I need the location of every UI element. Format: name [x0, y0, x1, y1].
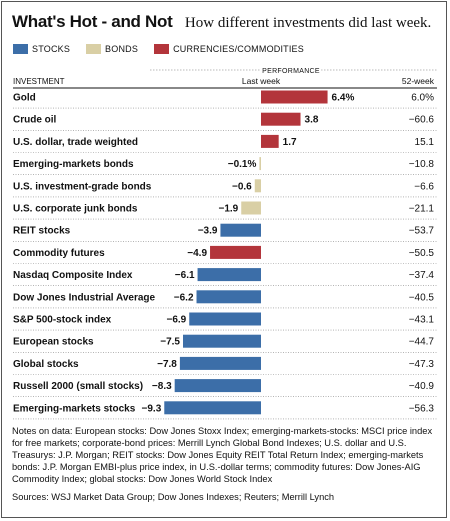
bar-european-stocks — [183, 334, 261, 348]
value-label-u-s-investment-grade-bonds: −0.6 — [232, 181, 252, 192]
bar-global-stocks — [179, 356, 261, 370]
week52-header: 52-week — [402, 76, 435, 86]
row-label-russell-2000-small-stocks: Russell 2000 (small stocks) — [13, 381, 143, 392]
row-label-dow-jones-industrial-average: Dow Jones Industrial Average — [13, 292, 156, 303]
value-label-commodity-futures: −4.9 — [187, 248, 207, 259]
week52-value-gold: 6.0% — [411, 93, 434, 104]
bar-commodity-futures — [210, 245, 261, 259]
bar-gold — [261, 90, 328, 104]
performance-header: PERFORMANCE — [262, 68, 320, 75]
chart-subtitle: How different investments did last week. — [184, 15, 432, 31]
bar-emerging-markets-bonds — [259, 157, 261, 171]
value-label-reit-stocks: −3.9 — [198, 226, 218, 237]
legend: STOCKS BONDS CURRENCIES/COMMODITIES — [13, 44, 320, 54]
bar-u-s-investment-grade-bonds — [254, 179, 261, 193]
row-label-crude-oil: Crude oil — [13, 115, 57, 126]
legend-label-stocks: STOCKS — [32, 44, 71, 54]
legend-swatch-bonds — [86, 44, 102, 54]
legend-swatch-currencies-commodities — [154, 44, 170, 54]
week52-value-reit-stocks: −53.7 — [409, 226, 435, 237]
investment-header: INVESTMENT — [13, 77, 65, 86]
week52-value-emerging-markets-bonds: −10.8 — [409, 159, 435, 170]
value-label-dow-jones-industrial-average: −6.2 — [174, 292, 194, 303]
value-label-russell-2000-small-stocks: −8.3 — [152, 381, 172, 392]
row-label-u-s-corporate-junk-bonds: U.S. corporate junk bonds — [13, 204, 138, 215]
value-label-nasdaq-composite-index: −6.1 — [175, 270, 195, 281]
value-label-gold: 6.4% — [332, 93, 355, 104]
row-label-global-stocks: Global stocks — [13, 359, 79, 370]
value-label-emerging-markets-stocks: −9.3 — [142, 403, 162, 414]
legend-label-bonds: BONDS — [105, 44, 139, 54]
row-label-reit-stocks: REIT stocks — [13, 226, 71, 237]
week52-value-european-stocks: −44.7 — [409, 337, 435, 348]
notes-text: Notes on data: European stocks: Dow Jone… — [12, 426, 433, 484]
week52-value-emerging-markets-stocks: −56.3 — [409, 403, 435, 414]
value-label-global-stocks: −7.8 — [157, 359, 177, 370]
bar-russell-2000-small-stocks — [174, 379, 261, 393]
chart-title: What's Hot - and Not — [12, 12, 173, 31]
bar-crude-oil — [261, 112, 301, 126]
row-label-u-s-investment-grade-bonds: U.S. investment-grade bonds — [13, 181, 152, 192]
row-label-emerging-markets-stocks: Emerging-markets stocks — [13, 403, 136, 414]
value-label-s-p-500-stock-index: −6.9 — [166, 315, 186, 326]
bar-s-p-500-stock-index — [189, 312, 261, 326]
value-label-emerging-markets-bonds: −0.1% — [228, 159, 257, 170]
bar-u-s-corporate-junk-bonds — [241, 201, 261, 215]
value-label-crude-oil: 3.8 — [305, 115, 319, 126]
bar-nasdaq-composite-index — [197, 268, 261, 282]
week52-value-russell-2000-small-stocks: −40.9 — [409, 381, 435, 392]
week52-value-s-p-500-stock-index: −43.1 — [409, 315, 435, 326]
legend-item-currencies-commodities: CURRENCIES/COMMODITIES — [154, 44, 304, 54]
row-label-u-s-dollar-trade-weighted: U.S. dollar, trade weighted — [13, 137, 138, 148]
week52-value-global-stocks: −47.3 — [409, 359, 435, 370]
row-label-gold: Gold — [13, 93, 36, 104]
bar-chart: PERFORMANCE INVESTMENT Last week 52-week Gol… — [13, 66, 437, 420]
week52-value-u-s-investment-grade-bonds: −6.6 — [414, 181, 434, 192]
week52-value-nasdaq-composite-index: −37.4 — [409, 270, 435, 281]
legend-swatch-stocks — [13, 44, 28, 54]
bar-u-s-dollar-trade-weighted — [261, 134, 279, 148]
bar-reit-stocks — [220, 223, 261, 237]
legend-item-stocks: STOCKS — [13, 44, 70, 54]
legend-label-currencies-commodities: CURRENCIES/COMMODITIES — [173, 44, 304, 54]
bar-dow-jones-industrial-average — [196, 290, 261, 304]
week52-value-u-s-corporate-junk-bonds: −21.1 — [409, 204, 435, 215]
week52-value-dow-jones-industrial-average: −40.5 — [409, 292, 435, 303]
week52-value-u-s-dollar-trade-weighted: 15.1 — [415, 137, 435, 148]
week52-value-crude-oil: −60.6 — [409, 115, 435, 126]
row-label-european-stocks: European stocks — [13, 337, 94, 348]
value-label-european-stocks: −7.5 — [160, 337, 180, 348]
row-label-s-p-500-stock-index: S&P 500-stock index — [13, 315, 112, 326]
sources-text: Sources: WSJ Market Data Group; Dow Jone… — [12, 492, 335, 502]
row-label-nasdaq-composite-index: Nasdaq Composite Index — [13, 270, 133, 281]
title-row: What's Hot - and Not How different inves… — [12, 12, 431, 32]
row-label-commodity-futures: Commodity futures — [13, 248, 105, 259]
value-label-u-s-dollar-trade-weighted: 1.7 — [283, 137, 297, 148]
week52-value-commodity-futures: −50.5 — [409, 248, 435, 259]
row-label-emerging-markets-bonds: Emerging-markets bonds — [13, 159, 134, 170]
legend-item-bonds: BONDS — [86, 44, 138, 54]
last-week-header: Last week — [242, 76, 281, 86]
value-label-u-s-corporate-junk-bonds: −1.9 — [218, 204, 238, 215]
bar-emerging-markets-stocks — [164, 401, 261, 415]
